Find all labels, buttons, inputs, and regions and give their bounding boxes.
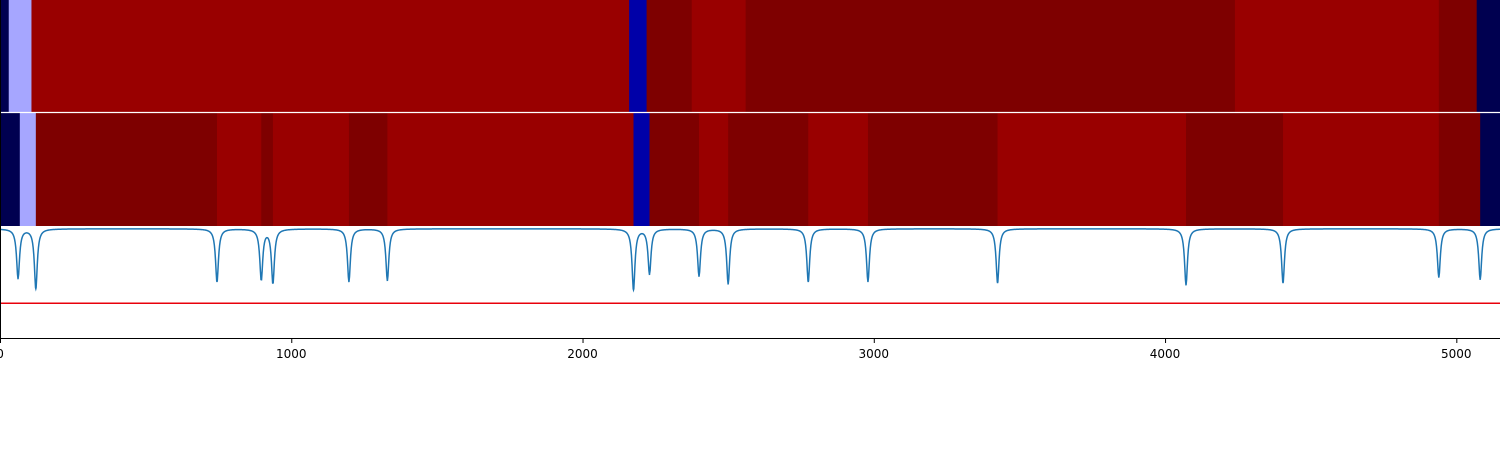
heatmap-segment xyxy=(746,0,1236,113)
heatmap-segment xyxy=(0,113,20,227)
heatmap-segment xyxy=(692,0,746,113)
heatmap-segment xyxy=(647,0,693,113)
heatmap-segment xyxy=(387,113,634,227)
heatmap-segment xyxy=(36,113,218,227)
heatmap-row-top xyxy=(0,0,1500,113)
x-tick-label: 3000 xyxy=(859,347,890,361)
heatmap-segment xyxy=(650,113,700,227)
x-tick-label: 2000 xyxy=(567,347,598,361)
heatmap-row-middle xyxy=(0,113,1500,227)
heatmap-segment xyxy=(349,113,388,227)
heatmap-segment xyxy=(868,113,998,227)
heatmap-segment xyxy=(634,113,651,227)
heatmap-segment xyxy=(261,113,273,227)
heatmap-segment xyxy=(808,113,868,227)
heatmap-segment xyxy=(9,0,32,113)
line-panel-background xyxy=(0,226,1500,338)
heatmap-segment xyxy=(1283,113,1439,227)
x-tick-label: 1000 xyxy=(276,347,307,361)
heatmap-segment xyxy=(1439,113,1481,227)
heatmap-segment xyxy=(20,113,37,227)
heatmap-segment xyxy=(0,0,9,113)
x-axis: 0 1000 2000 3000 4000 5000 xyxy=(0,338,1472,361)
heatmap-segment xyxy=(1477,0,1500,113)
x-tick-label: 5000 xyxy=(1441,347,1472,361)
heatmap-segment xyxy=(1235,0,1439,113)
heatmap-segment xyxy=(998,113,1187,227)
heatmap-segment xyxy=(629,0,647,113)
heatmap-segment xyxy=(273,113,350,227)
heatmap-segment xyxy=(1480,113,1500,227)
heatmap-segment xyxy=(217,113,262,227)
x-tick-label: 4000 xyxy=(1150,347,1181,361)
heatmap-segment xyxy=(31,0,629,113)
heatmap-segment xyxy=(699,113,729,227)
heatmap-segment xyxy=(728,113,809,227)
x-tick-label: 0 xyxy=(0,347,4,361)
heatmap-segment xyxy=(1439,0,1477,113)
heatmap-segment xyxy=(1186,113,1284,227)
